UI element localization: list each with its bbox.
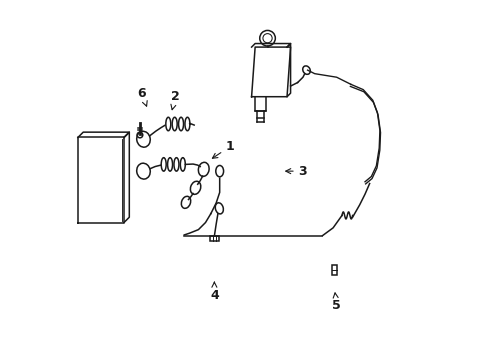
Bar	[210, 236, 218, 241]
Text: 3: 3	[285, 165, 306, 177]
Text: 6: 6	[137, 87, 147, 106]
Text: 5: 5	[332, 293, 340, 312]
Text: 4: 4	[209, 282, 218, 302]
Bar	[332, 265, 337, 275]
Text: 2: 2	[171, 90, 180, 110]
Text: 1: 1	[212, 140, 234, 158]
